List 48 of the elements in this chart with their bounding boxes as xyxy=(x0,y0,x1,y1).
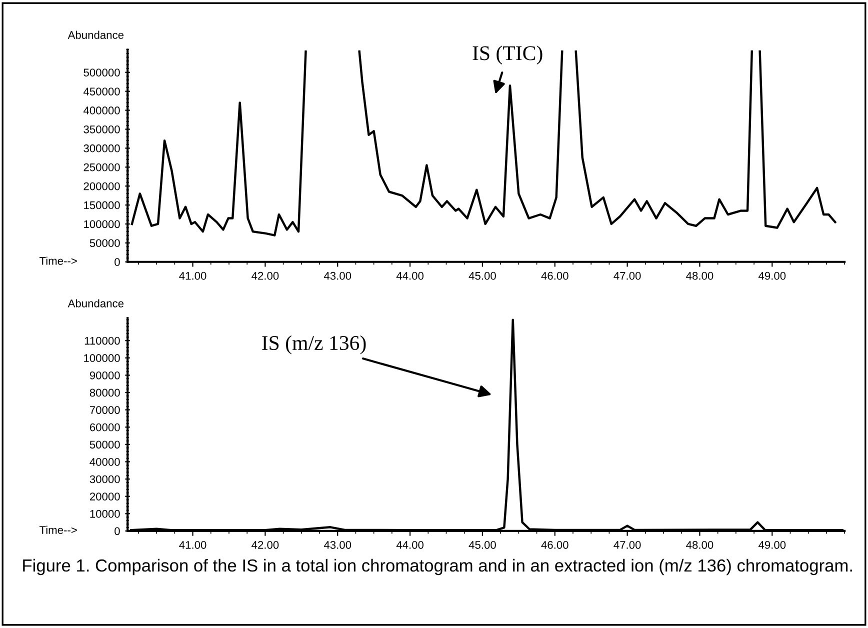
x-tick-label: 43.00 xyxy=(324,540,352,549)
y-tick-label: 10000 xyxy=(90,510,120,518)
y-tick-label: 90000 xyxy=(90,371,120,380)
y-tick-label: 60000 xyxy=(90,423,120,432)
y-tick-label: 110000 xyxy=(84,336,120,345)
x-tick-label: 42.00 xyxy=(252,272,279,280)
y-tick-label: 350000 xyxy=(84,125,120,134)
y-tick-label: 0 xyxy=(114,258,120,266)
x-tick-label: 44.00 xyxy=(396,540,424,549)
y-tick-label: 20000 xyxy=(90,492,120,500)
y-tick-label: 100000 xyxy=(84,354,120,362)
y-tick-label: 50000 xyxy=(90,440,120,449)
y-tick-label: 300000 xyxy=(84,144,120,152)
y-tick-label: 0 xyxy=(114,527,120,536)
y-tick-label: 250000 xyxy=(84,163,120,172)
x-tick-label: 49.00 xyxy=(758,540,786,549)
y-tick-label: 400000 xyxy=(83,106,120,114)
y-tick-label: 70000 xyxy=(90,406,120,414)
y-tick-label: 450000 xyxy=(83,88,120,96)
x-tick-label: 45.00 xyxy=(468,540,496,549)
x-tick-label: 46.00 xyxy=(541,540,568,549)
x-tick-label: 45.00 xyxy=(468,272,496,280)
caption: Figure 1. Comparison of the IS in a total ion chromatogram and in an extracted ion (m/z 136) chromatogram. xyxy=(23,558,852,576)
x-axis-title: Time--> xyxy=(39,526,77,534)
y-tick-label: 30000 xyxy=(90,475,120,484)
annotation: IS (m/z 136) xyxy=(262,335,366,354)
y-tick-label: 50000 xyxy=(90,239,120,248)
x-tick-label: 49.00 xyxy=(758,272,786,280)
y-axis-title: Abundance xyxy=(68,30,124,39)
x-tick-label: 42.00 xyxy=(252,540,279,549)
x-tick-label: 44.00 xyxy=(396,272,424,280)
y-tick-label: 200000 xyxy=(84,182,120,190)
x-tick-label: 48.00 xyxy=(686,272,714,280)
x-tick-label: 47.00 xyxy=(614,540,641,549)
x-tick-label: 41.00 xyxy=(179,540,206,549)
x-tick-label: 41.00 xyxy=(179,272,206,280)
y-tick-label: 40000 xyxy=(90,458,120,466)
y-tick-label: 80000 xyxy=(90,388,120,397)
x-tick-label: 43.00 xyxy=(324,272,352,280)
x-tick-label: 47.00 xyxy=(614,272,641,280)
x-tick-label: 46.00 xyxy=(541,272,568,280)
annotation: IS (TIC) xyxy=(472,46,542,64)
y-tick-label: 500000 xyxy=(84,68,120,76)
y-axis-title: Abundance xyxy=(68,299,124,308)
y-tick-label: 150000 xyxy=(84,201,120,210)
x-axis-title: Time--> xyxy=(39,256,77,265)
y-tick-label: 100000 xyxy=(84,220,120,228)
x-tick-label: 48.00 xyxy=(686,540,714,549)
